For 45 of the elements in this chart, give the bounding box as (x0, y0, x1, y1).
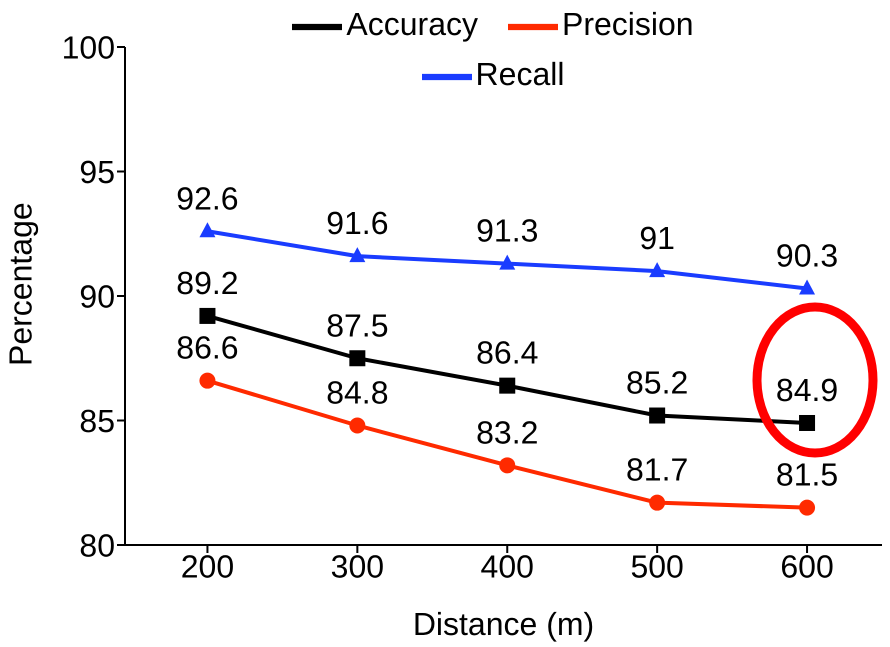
x-axis-title: Distance (m) (412, 606, 594, 642)
point (199, 308, 216, 324)
x-tick-label: 500 (630, 548, 684, 585)
point (199, 222, 216, 238)
data-label: 87.5 (326, 307, 388, 344)
point (649, 408, 666, 424)
point (799, 414, 816, 431)
data-label: 81.5 (776, 456, 838, 493)
data-label: 85.2 (626, 364, 688, 401)
y-tick-label: 100 (62, 29, 115, 66)
legend-label: Accuracy (346, 6, 478, 42)
data-label: 92.6 (176, 180, 239, 216)
point (499, 254, 516, 270)
data-label: 83.2 (476, 414, 538, 450)
y-tick-label: 80 (79, 527, 115, 564)
point (649, 494, 666, 511)
y-axis-title: Percentage (2, 202, 38, 366)
point (349, 417, 366, 434)
y-tick-label: 90 (79, 278, 115, 314)
data-label: 84.8 (326, 374, 388, 410)
y-tick-label: 85 (79, 402, 115, 439)
point (799, 500, 816, 516)
x-tick-label: 600 (780, 548, 834, 585)
point (649, 262, 666, 278)
data-label: 89.2 (176, 264, 239, 301)
data-label: 91.6 (326, 205, 388, 242)
point (499, 378, 516, 394)
x-tick-label: 300 (330, 548, 384, 585)
data-label: 86.6 (176, 330, 239, 366)
data-label: 91.3 (476, 212, 538, 249)
point (349, 350, 366, 366)
data-label: 90.3 (776, 238, 838, 274)
x-tick-label: 200 (180, 548, 234, 585)
point (499, 457, 516, 474)
legend-label: Recall (476, 56, 564, 92)
point (799, 280, 816, 295)
data-label: 84.9 (776, 372, 838, 408)
data-label: 91 (639, 220, 675, 256)
data-label: 81.7 (626, 452, 688, 488)
data-label: 86.4 (476, 334, 538, 371)
point (199, 372, 216, 389)
point (349, 247, 366, 262)
y-tick-label: 95 (79, 154, 115, 190)
x-tick-label: 400 (480, 548, 534, 585)
legend-label: Precision (562, 6, 694, 42)
